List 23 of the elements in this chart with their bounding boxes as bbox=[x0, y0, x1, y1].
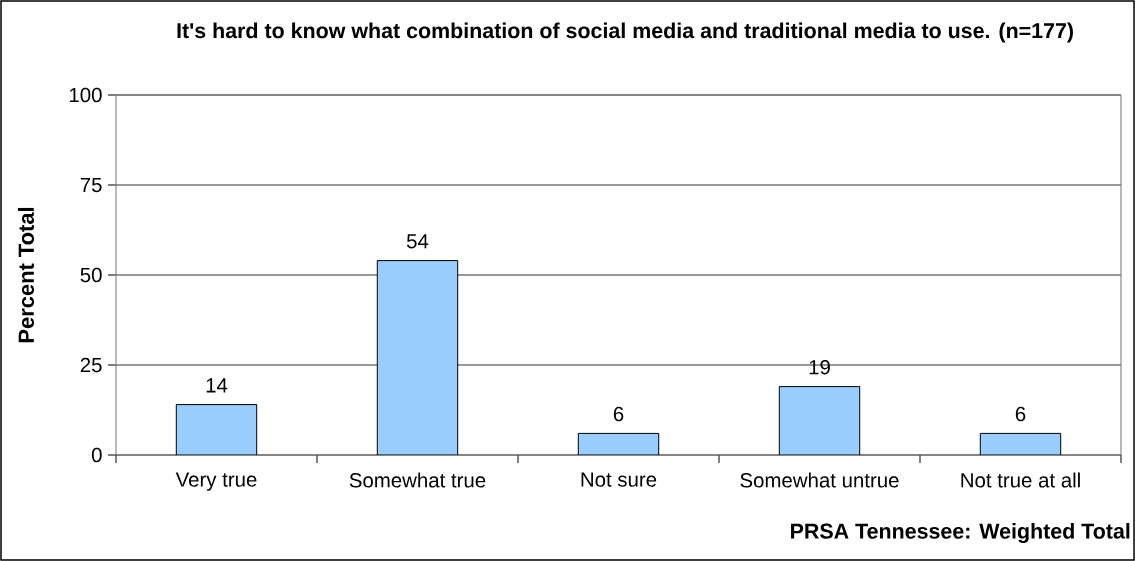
y-axis-title: Percent Total bbox=[17, 207, 34, 343]
data-label: 19 bbox=[809, 359, 830, 375]
bar bbox=[979, 432, 1062, 455]
data-label: 6 bbox=[613, 406, 624, 422]
y-tick-label: 75 bbox=[80, 177, 102, 193]
y-tick-label: 25 bbox=[80, 357, 102, 373]
bar bbox=[577, 432, 660, 455]
text: PRSA Tennessee: Weighted Total bbox=[791, 522, 1130, 544]
y-tick-label: 100 bbox=[69, 87, 102, 103]
x-tick-label: Somewhat true bbox=[349, 472, 486, 488]
x-tick-label: Somewhat untrue bbox=[740, 472, 899, 488]
y-tick-label: 50 bbox=[80, 267, 102, 283]
x-tick-label: Not true at all bbox=[961, 472, 1080, 488]
data-label: 6 bbox=[1015, 406, 1026, 422]
x-tick-label: Not sure bbox=[581, 472, 657, 487]
data-label: 54 bbox=[406, 234, 429, 249]
data-label: 14 bbox=[206, 378, 228, 393]
bar bbox=[376, 260, 459, 455]
bar bbox=[175, 404, 258, 455]
bar bbox=[778, 386, 861, 455]
chart-title: It's hard to know what combination of social media and traditional media to use. (n=177) bbox=[177, 22, 1073, 43]
x-tick-label: Very true bbox=[175, 472, 257, 491]
y-tick-label: 0 bbox=[91, 447, 102, 463]
